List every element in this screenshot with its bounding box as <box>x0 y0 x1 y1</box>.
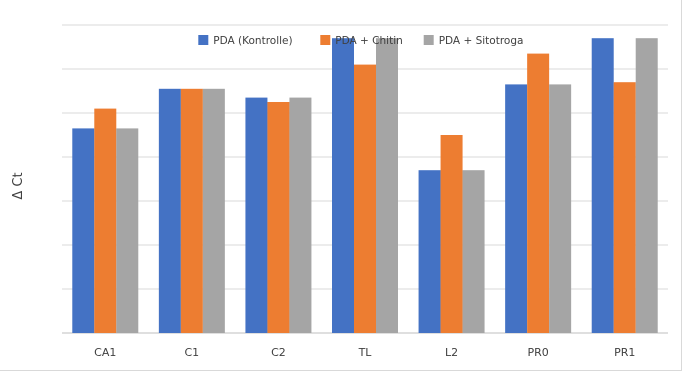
x-tick-label: C2 <box>271 346 286 359</box>
bar-c1-series-2 <box>180 88 203 333</box>
legend-swatch <box>320 35 331 45</box>
bar-c2-series-2 <box>267 102 290 333</box>
bar-c1-series-1 <box>158 88 181 333</box>
bar-l2-series-1 <box>418 170 441 333</box>
y-axis-label: Δ Ct <box>11 172 26 199</box>
bar-c2-series-1 <box>245 97 268 333</box>
bar-pr1-series-1 <box>591 38 614 333</box>
legend-label: PDA (Kontrolle) <box>213 35 292 47</box>
bar-pr1-series-3 <box>635 38 658 333</box>
bar-ca1-series-1 <box>72 128 95 333</box>
x-tick-label: CA1 <box>94 346 116 359</box>
x-tick-label: PR0 <box>528 346 549 359</box>
legend-label: PDA + Chitin <box>335 35 402 47</box>
legend-label: PDA + Sitotroga <box>439 35 524 47</box>
x-tick-labels: CA1 C1 C2 TL L2 PR0 PR1 <box>94 346 635 359</box>
legend-swatch <box>423 35 434 45</box>
bar-tl-series-1 <box>332 38 354 333</box>
x-tick-label: L2 <box>445 346 458 359</box>
legend: PDA (Kontrolle) PDA + Chitin PDA + Sitotro… <box>198 35 523 47</box>
bar-ca1-series-3 <box>116 128 139 333</box>
x-tick-label: PR1 <box>614 346 635 359</box>
bar-tl-series-3 <box>376 38 398 333</box>
bar-pr0-series-3 <box>549 84 572 334</box>
bars <box>72 38 658 334</box>
bar-c1-series-3 <box>202 88 225 333</box>
bar-ca1-series-2 <box>94 108 117 333</box>
legend-swatch <box>198 35 209 45</box>
bar-c2-series-3 <box>289 97 312 333</box>
bar-tl-series-2 <box>354 64 376 333</box>
bar-pr1-series-2 <box>613 82 636 333</box>
bar-l2-series-3 <box>462 170 485 333</box>
bar-pr0-series-2 <box>527 53 550 333</box>
bar-pr0-series-1 <box>505 84 528 334</box>
x-tick-label: TL <box>358 346 373 359</box>
bar-l2-series-2 <box>440 135 463 333</box>
x-tick-label: C1 <box>185 346 200 359</box>
